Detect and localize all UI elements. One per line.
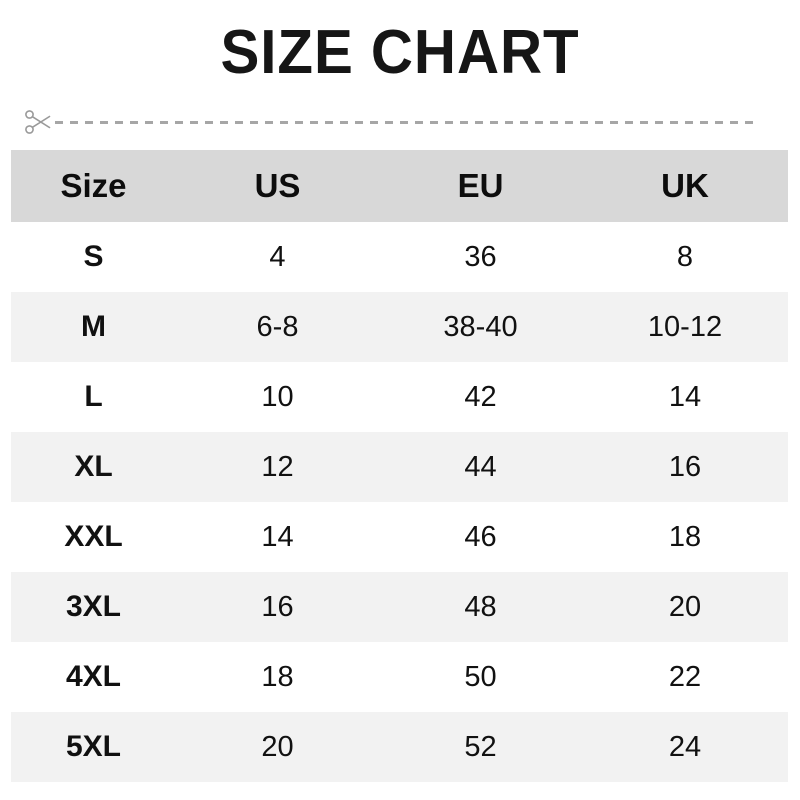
cell-uk: 18 bbox=[582, 502, 788, 572]
scissors-icon bbox=[22, 106, 54, 138]
column-header-uk: UK bbox=[582, 150, 788, 222]
cell-us: 18 bbox=[176, 642, 379, 712]
table-row: XXL 14 46 18 bbox=[11, 502, 788, 572]
cell-size: M bbox=[11, 292, 176, 362]
cell-eu: 46 bbox=[379, 502, 582, 572]
cell-eu: 52 bbox=[379, 712, 582, 782]
cell-size: S bbox=[11, 222, 176, 292]
table-row: XL 12 44 16 bbox=[11, 432, 788, 502]
table-header: Size US EU UK bbox=[11, 150, 788, 222]
table-body: S 4 36 8 M 6-8 38-40 10-12 L 10 42 14 XL… bbox=[11, 222, 788, 782]
column-header-eu: EU bbox=[379, 150, 582, 222]
cell-us: 6-8 bbox=[176, 292, 379, 362]
cell-eu: 50 bbox=[379, 642, 582, 712]
cell-us: 14 bbox=[176, 502, 379, 572]
cell-uk: 10-12 bbox=[582, 292, 788, 362]
cell-uk: 20 bbox=[582, 572, 788, 642]
column-header-us: US bbox=[176, 150, 379, 222]
cell-uk: 22 bbox=[582, 642, 788, 712]
cell-eu: 44 bbox=[379, 432, 582, 502]
cell-us: 12 bbox=[176, 432, 379, 502]
cell-size: 5XL bbox=[11, 712, 176, 782]
cell-size: 4XL bbox=[11, 642, 176, 712]
dashed-cut-line bbox=[55, 120, 760, 124]
cell-uk: 16 bbox=[582, 432, 788, 502]
cell-uk: 14 bbox=[582, 362, 788, 432]
table-row: S 4 36 8 bbox=[11, 222, 788, 292]
cell-uk: 8 bbox=[582, 222, 788, 292]
cell-us: 4 bbox=[176, 222, 379, 292]
table-row: 3XL 16 48 20 bbox=[11, 572, 788, 642]
cell-size: XXL bbox=[11, 502, 176, 572]
table-row: M 6-8 38-40 10-12 bbox=[11, 292, 788, 362]
cell-size: XL bbox=[11, 432, 176, 502]
table-row: L 10 42 14 bbox=[11, 362, 788, 432]
cell-uk: 24 bbox=[582, 712, 788, 782]
cell-eu: 38-40 bbox=[379, 292, 582, 362]
column-header-size: Size bbox=[11, 150, 176, 222]
cell-size: L bbox=[11, 362, 176, 432]
cell-eu: 36 bbox=[379, 222, 582, 292]
size-chart-table: Size US EU UK S 4 36 8 M 6-8 38-40 10-12… bbox=[11, 150, 788, 782]
cell-size: 3XL bbox=[11, 572, 176, 642]
cell-us: 16 bbox=[176, 572, 379, 642]
table-row: 5XL 20 52 24 bbox=[11, 712, 788, 782]
cell-us: 10 bbox=[176, 362, 379, 432]
table-row: 4XL 18 50 22 bbox=[11, 642, 788, 712]
cell-eu: 48 bbox=[379, 572, 582, 642]
cut-line bbox=[22, 104, 778, 140]
page-title: SIZE CHART bbox=[220, 18, 580, 87]
cell-eu: 42 bbox=[379, 362, 582, 432]
cell-us: 20 bbox=[176, 712, 379, 782]
header-row: Size US EU UK bbox=[11, 150, 788, 222]
